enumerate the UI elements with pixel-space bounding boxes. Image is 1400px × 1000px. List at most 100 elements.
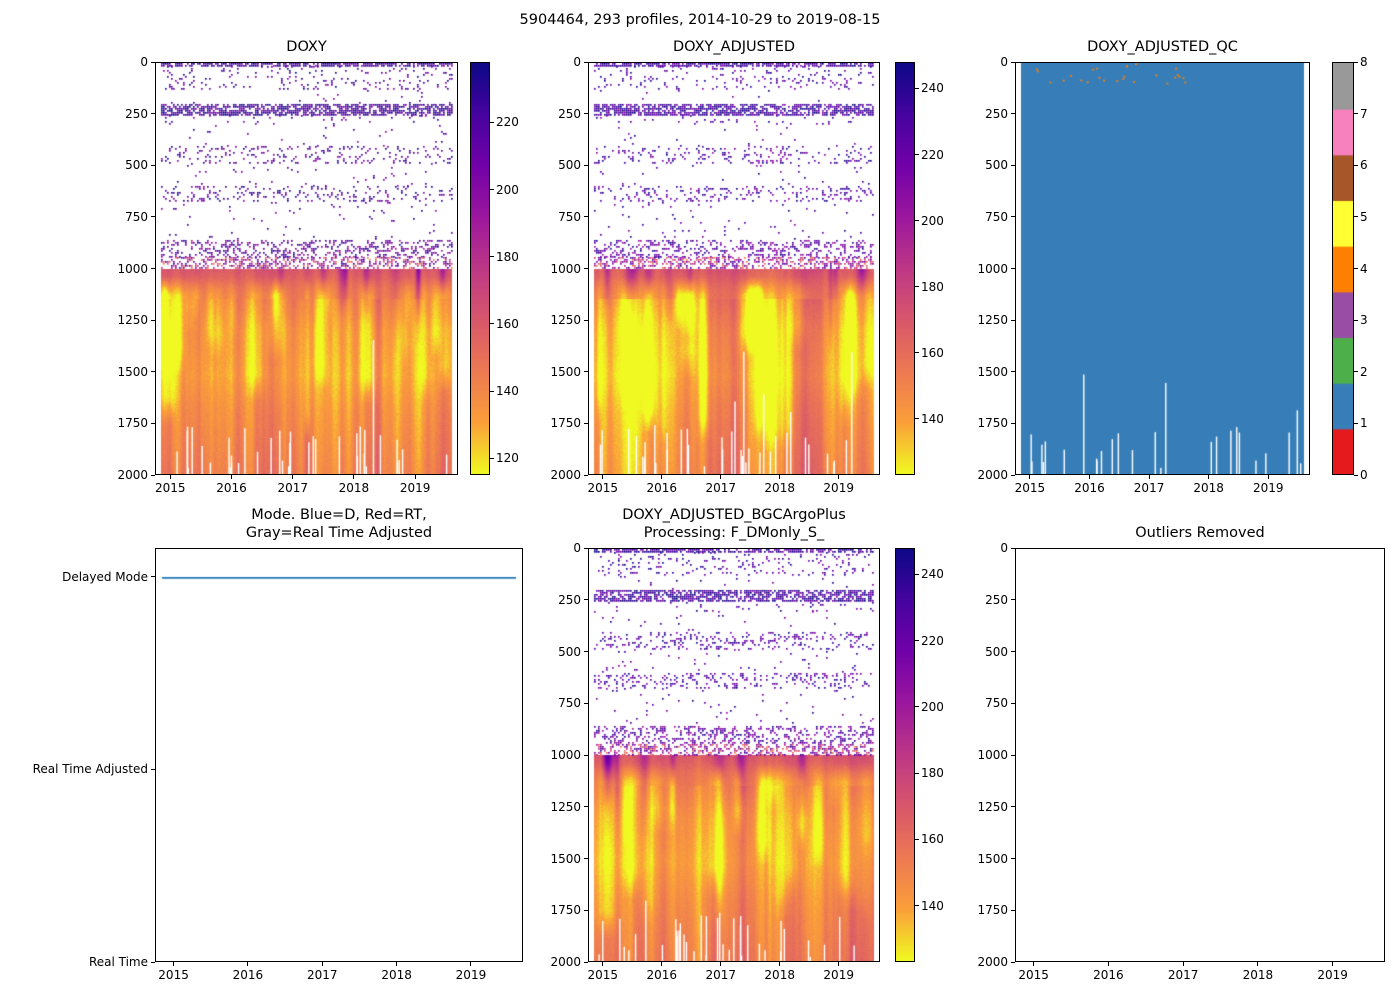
x-tick-label: 2015 xyxy=(587,481,618,495)
tick-mark xyxy=(396,962,398,966)
y-tick-label: 1000 xyxy=(977,748,1008,762)
tick-mark xyxy=(1354,216,1358,218)
x-tick-label: 2015 xyxy=(1018,968,1049,982)
colorbar-tick-label: 180 xyxy=(921,766,944,781)
y-tick-label: 500 xyxy=(558,644,581,659)
outliers-removed-canvas xyxy=(1016,549,1384,961)
tick-mark xyxy=(838,475,840,479)
outliers-removed-plot-area xyxy=(1015,548,1385,962)
x-tick-label: 2016 xyxy=(232,968,264,982)
category-label: Delayed Mode xyxy=(62,569,148,584)
tick-mark xyxy=(151,268,155,269)
y-tick-label: 1750 xyxy=(117,416,148,431)
qc-colorbar-canvas xyxy=(1333,63,1353,474)
y-tick-label: 0 xyxy=(140,55,148,69)
colorbar-tick-label: 2 xyxy=(1360,364,1368,379)
tick-mark xyxy=(151,113,155,115)
y-tick-label: 750 xyxy=(125,209,148,224)
x-tick-label: 2016 xyxy=(1074,481,1105,495)
tick-mark xyxy=(353,475,355,479)
tick-mark xyxy=(584,961,588,963)
tick-mark xyxy=(584,164,588,166)
colorbar-tick-label: 220 xyxy=(496,115,519,130)
colorbar-tick-label: 3 xyxy=(1360,313,1368,328)
y-tick-label: 2000 xyxy=(117,468,148,482)
tick-mark xyxy=(151,164,155,166)
tick-mark xyxy=(915,772,919,774)
colorbar-tick-label: 180 xyxy=(921,279,944,294)
y-tick-label: 1250 xyxy=(550,799,581,814)
tick-mark xyxy=(602,475,604,479)
tick-mark xyxy=(720,962,722,966)
tick-mark xyxy=(584,702,588,704)
x-tick-label: 2019 xyxy=(823,481,854,495)
colorbar-tick-label: 5 xyxy=(1360,209,1368,224)
tick-mark xyxy=(584,268,588,269)
tick-mark xyxy=(1011,422,1015,424)
tick-mark xyxy=(915,418,919,420)
tick-mark xyxy=(151,474,155,476)
tick-mark xyxy=(151,61,155,63)
doxy-adjusted-qc-canvas xyxy=(1016,63,1309,474)
colorbar-tick-label: 140 xyxy=(496,384,519,399)
tick-mark xyxy=(490,189,494,191)
tick-mark xyxy=(490,323,494,325)
doxy-adjusted-colorbar xyxy=(895,62,915,475)
tick-mark xyxy=(584,547,588,549)
tick-mark xyxy=(915,286,919,288)
tick-mark xyxy=(584,61,588,63)
tick-mark xyxy=(779,475,781,479)
x-tick-label: 2017 xyxy=(277,481,308,495)
tick-mark xyxy=(1011,858,1015,859)
x-tick-label: 2017 xyxy=(306,968,338,982)
y-tick-label: 250 xyxy=(985,106,1008,121)
tick-mark xyxy=(490,121,494,123)
tick-mark xyxy=(915,220,919,222)
tick-mark xyxy=(490,390,494,392)
x-tick-label: 2017 xyxy=(1167,968,1199,982)
y-tick-label: 750 xyxy=(558,209,581,224)
doxy-adjusted-bgcargoplus-title: DOXY_ADJUSTED_BGCArgoPlus Processing: F_… xyxy=(622,507,846,541)
colorbar-tick-label: 200 xyxy=(921,213,944,228)
doxy-adjusted-bgcargoplus-colorbar xyxy=(895,548,915,962)
tick-mark xyxy=(915,706,919,708)
tick-mark xyxy=(1354,268,1358,269)
tick-mark xyxy=(602,962,604,966)
y-tick-label: 500 xyxy=(985,644,1008,659)
y-tick-label: 1500 xyxy=(977,851,1008,866)
tick-mark xyxy=(151,319,155,321)
x-tick-label: 2016 xyxy=(646,481,677,495)
qc-colorbar xyxy=(1332,62,1354,475)
tick-mark xyxy=(321,962,323,966)
mode-title: Mode. Blue=D, Red=RT, Gray=Real Time Adj… xyxy=(245,507,433,541)
y-tick-label: 1500 xyxy=(550,851,581,866)
y-tick-label: 1000 xyxy=(550,748,581,762)
y-tick-label: 2000 xyxy=(550,955,581,969)
tick-mark xyxy=(231,475,232,479)
colorbar-tick-label: 160 xyxy=(496,316,519,331)
y-tick-label: 2000 xyxy=(977,468,1008,482)
tick-mark xyxy=(1011,113,1015,115)
y-tick-label: 1250 xyxy=(550,313,581,328)
tick-mark xyxy=(584,371,588,373)
tick-mark xyxy=(838,962,840,966)
tick-mark xyxy=(1107,962,1109,966)
colorbar-tick-label: 4 xyxy=(1360,261,1368,276)
colorbar-tick-label: 140 xyxy=(921,411,944,426)
colorbar-tick-label: 1 xyxy=(1360,416,1368,431)
tick-mark xyxy=(1033,962,1035,966)
tick-mark xyxy=(1354,422,1358,424)
tick-mark xyxy=(1029,475,1031,479)
colorbar-tick-label: 160 xyxy=(921,345,944,360)
x-tick-label: 2018 xyxy=(381,968,412,982)
tick-mark xyxy=(169,475,171,479)
x-tick-label: 2017 xyxy=(705,968,736,982)
tick-mark xyxy=(1011,474,1015,476)
y-tick-label: 1250 xyxy=(977,313,1008,328)
y-tick-label: 1750 xyxy=(977,903,1008,918)
y-tick-label: 1750 xyxy=(977,416,1008,431)
y-tick-label: 0 xyxy=(1000,541,1008,555)
colorbar-tick-label: 220 xyxy=(921,147,944,162)
x-tick-label: 2016 xyxy=(1093,968,1124,982)
